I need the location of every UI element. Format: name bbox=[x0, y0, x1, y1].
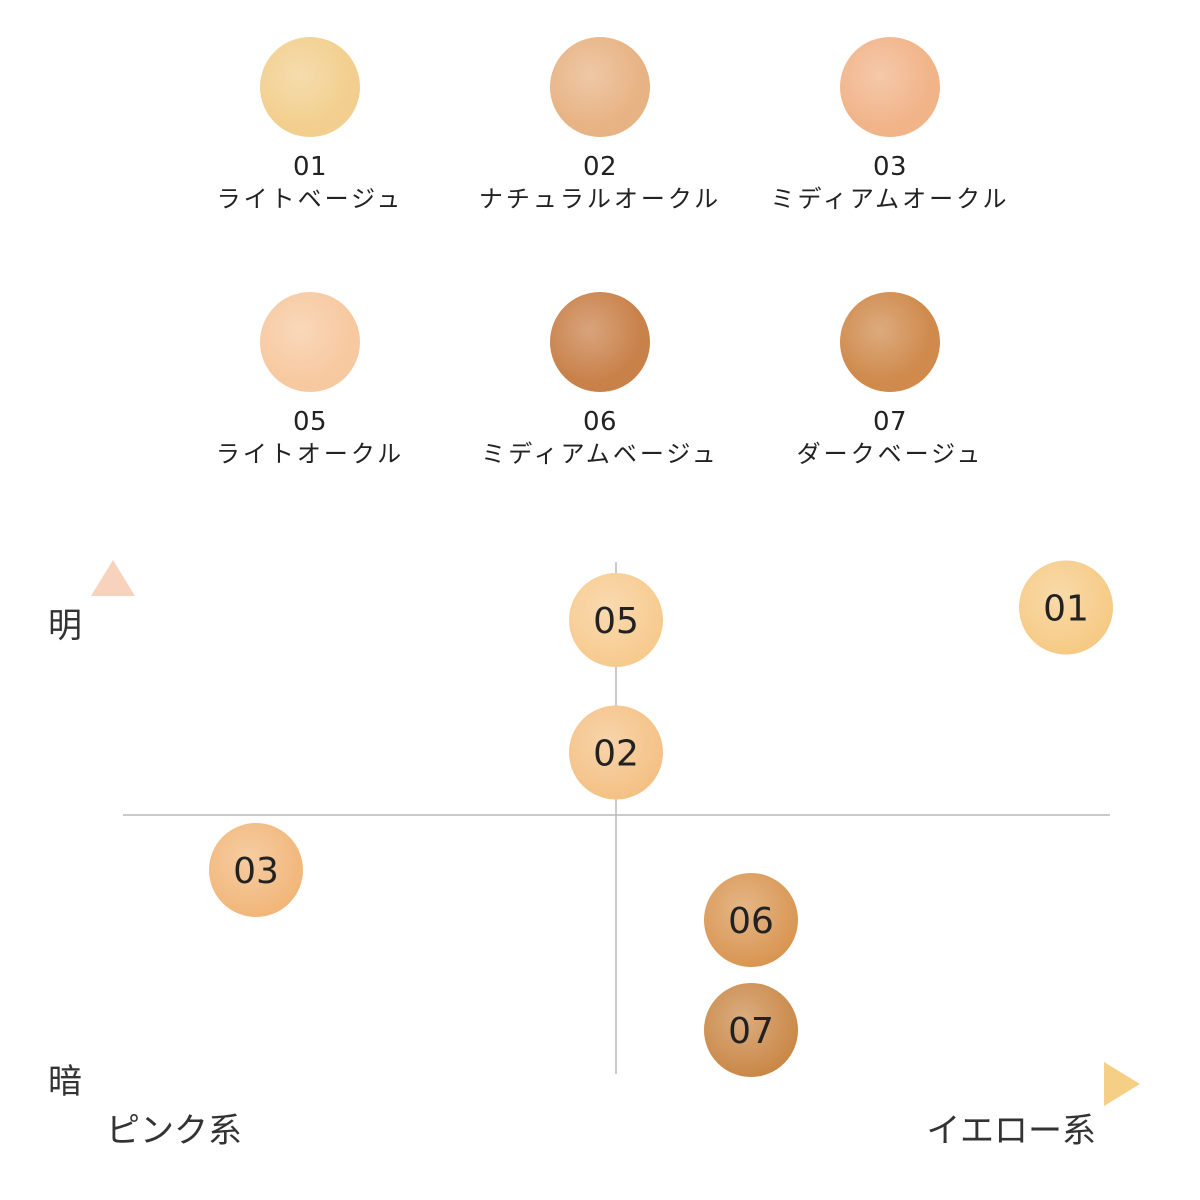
swatch-code: 03 bbox=[872, 152, 908, 182]
chart-point-label: 07 bbox=[728, 1011, 774, 1052]
swatch-name: ライトベージュ bbox=[216, 185, 404, 213]
chart-point-shine bbox=[569, 705, 663, 800]
swatch-circle bbox=[840, 292, 940, 392]
swatch-name: ダークベージュ bbox=[796, 440, 984, 468]
swatch-circle bbox=[840, 37, 940, 137]
swatch-card: 06 ミディアムベージュ bbox=[460, 292, 740, 470]
chart-point-label: 03 bbox=[233, 851, 279, 892]
swatch-name: ミディアムオークル bbox=[770, 185, 1010, 213]
swatch-circle bbox=[550, 292, 650, 392]
y-axis-arrow bbox=[91, 560, 135, 596]
swatch-card: 03 ミディアムオークル bbox=[750, 37, 1030, 215]
swatch-circle bbox=[260, 292, 360, 392]
swatch-name: ミディアムベージュ bbox=[481, 440, 719, 468]
chart-point-03: 03 bbox=[209, 823, 303, 917]
chart-point-shine bbox=[1019, 560, 1113, 655]
chart-point-label: 02 bbox=[593, 734, 639, 775]
chart-point-05: 05 bbox=[569, 573, 663, 667]
swatch-name: ライトオークル bbox=[215, 440, 405, 468]
swatch-circle bbox=[550, 37, 650, 137]
chart-point-02: 02 bbox=[569, 705, 663, 800]
chart-point-07: 07 bbox=[704, 983, 798, 1077]
chart-points: 01 05 02 03 06 07 bbox=[209, 560, 1113, 1077]
swatch-name: ナチュラルオークル bbox=[478, 185, 722, 213]
chart-point-01: 01 bbox=[1019, 560, 1113, 655]
x-label-left: ピンク系 bbox=[106, 1111, 242, 1151]
swatch-code: 07 bbox=[872, 407, 908, 437]
swatch-card: 02 ナチュラルオークル bbox=[460, 37, 740, 215]
swatch-code: 05 bbox=[292, 407, 328, 437]
chart-point-label: 06 bbox=[728, 901, 774, 942]
chart-point-06: 06 bbox=[704, 873, 798, 967]
swatch-code: 01 bbox=[292, 152, 328, 182]
chart-point-shine bbox=[209, 823, 303, 917]
swatch-code: 06 bbox=[582, 407, 618, 437]
chart-point-shine bbox=[569, 573, 663, 667]
swatch-card: 01 ライトベージュ bbox=[170, 37, 450, 215]
x-axis-arrow bbox=[1104, 1062, 1140, 1106]
swatch-card: 07 ダークベージュ bbox=[750, 292, 1030, 470]
x-label-right: イエロー系 bbox=[926, 1111, 1096, 1151]
swatch-circle bbox=[260, 37, 360, 137]
chart-point-shine bbox=[704, 983, 798, 1077]
y-label-top: 明 bbox=[48, 606, 82, 646]
chart-point-label: 01 bbox=[1043, 589, 1089, 630]
swatch-card: 05 ライトオークル bbox=[170, 292, 450, 470]
y-label-bottom: 暗 bbox=[48, 1062, 82, 1102]
chart-point-label: 05 bbox=[593, 601, 639, 642]
chart-point-shine bbox=[704, 873, 798, 967]
swatch-code: 02 bbox=[582, 152, 618, 182]
